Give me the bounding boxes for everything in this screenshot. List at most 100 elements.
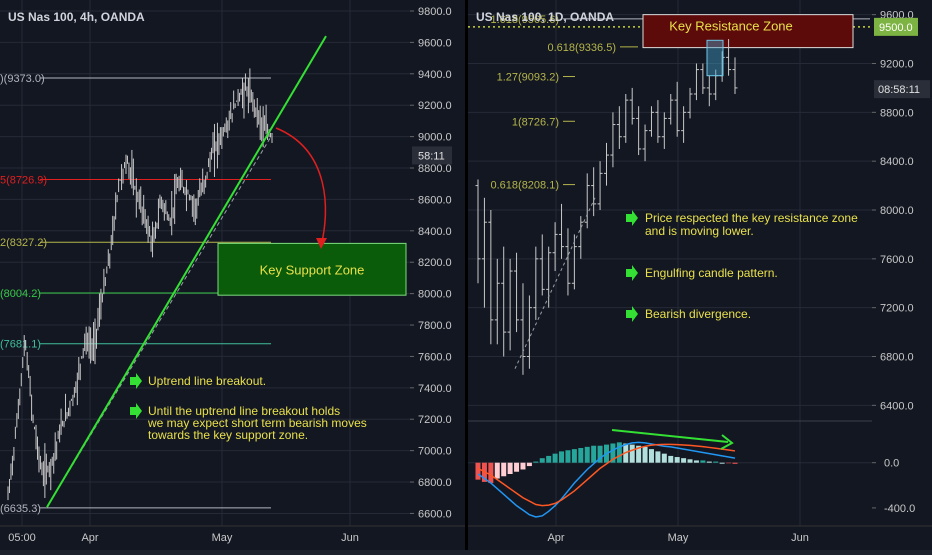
note-text: Uptrend line breakout. — [148, 374, 266, 388]
price-label-text: 58:11 — [418, 150, 445, 162]
macd-hist-bar — [700, 460, 706, 463]
macd-hist-bar — [571, 449, 577, 463]
right-fib-levels: 1.618(9565.6) 0.618(9336.5) 1.27(9093.2) 1(… — [491, 14, 870, 192]
ohlc-bar — [629, 87, 635, 125]
macd-hist-bar — [488, 462, 494, 484]
x-tick-label: Apr — [547, 532, 564, 544]
left-notes: Uptrend line breakout. Until the uptrend … — [130, 373, 367, 442]
right-chart-panel: 1.618(9565.6) 0.618(9336.5) 1.27(9093.2) 1(… — [468, 0, 932, 550]
ohlc-bar — [668, 94, 674, 125]
ohlc-bar — [732, 57, 738, 95]
macd-hist-bar — [732, 462, 738, 464]
ohlc-bar — [623, 94, 629, 143]
note-text: and is moving lower. — [645, 224, 754, 238]
y-tick-label: 7600.0 — [880, 254, 914, 266]
y-tick-label: 8800.0 — [418, 163, 452, 175]
ohlc-bar — [559, 203, 565, 259]
macd-hist-bar — [597, 445, 603, 463]
macd-hist-bar — [681, 458, 687, 463]
ohlc-bar — [565, 228, 571, 296]
macd-hist-bar — [719, 462, 725, 464]
price-label-text: 08:58:11 — [878, 84, 920, 96]
y-tick-label: 9000.0 — [418, 132, 452, 144]
macd-hist-bar — [726, 462, 732, 464]
ohlc-bar — [571, 234, 577, 290]
ohlc-bar — [552, 222, 558, 272]
x-tick-label: May — [212, 532, 233, 544]
macd-hist-bar — [629, 444, 635, 463]
ohlc-bar — [526, 295, 532, 369]
macd-hist-bar — [636, 445, 642, 463]
left-fib-levels: )(9373.0) 5(8726.9) 2(8327.2) (8004.2) (7681… — [0, 73, 271, 515]
macd-hist-bar — [552, 453, 558, 463]
y-tick-label: 9200.0 — [418, 100, 452, 112]
macd-hist-bar — [693, 460, 699, 463]
macd-hist-bar — [494, 462, 500, 479]
left-y-axis: 6600.0 6800.0 7000.0 7200.0 7400.0 7600.0 7800… — [410, 0, 465, 550]
fib-level-label: (7681.1) — [0, 339, 41, 351]
right-dashed-trend — [514, 197, 596, 369]
ohlc-bar — [661, 112, 667, 149]
left-price-series — [7, 68, 273, 501]
engulfing-highlight — [706, 39, 724, 77]
y-tick-label: 9200.0 — [880, 58, 914, 70]
green-arrow-icon — [130, 403, 142, 419]
ohlc-bar — [604, 142, 609, 186]
left-chart-panel: )(9373.0) 5(8726.9) 2(8327.2) (8004.2) (7681… — [0, 0, 465, 550]
ohlc-bar — [700, 63, 706, 95]
panel-divider — [465, 0, 468, 550]
ohlc-bar — [706, 75, 712, 107]
x-tick-label: Jun — [341, 532, 359, 544]
macd-hist-bar — [526, 462, 532, 467]
x-tick-label: 05:00 — [8, 532, 36, 544]
macd-hist-bar — [514, 462, 520, 472]
macd-hist-bar — [507, 462, 513, 474]
y-tick-label: 7400.0 — [418, 383, 452, 395]
macd-hist-bar — [591, 445, 597, 463]
fib-level-label: 0.618(8208.1) — [491, 180, 560, 192]
ohlc-bar — [636, 106, 642, 156]
macd-hist-bar — [520, 462, 526, 470]
right-chart-title: US Nas 100, 1D, OANDA — [476, 10, 614, 24]
divergence-arrowhead — [720, 434, 734, 450]
y-tick-label: 6600.0 — [418, 508, 452, 520]
ohlc-bar — [533, 246, 539, 320]
projection-arrowhead — [316, 238, 327, 249]
left-projection-arrow — [275, 127, 327, 247]
right-price-labels: 9500.0 08:58:11 — [874, 17, 930, 99]
left-grid — [0, 0, 410, 526]
note-text: towards the key support zone. — [148, 428, 308, 442]
fib-level-label: 1(8726.7) — [512, 116, 559, 128]
ohlc-bar — [642, 124, 648, 162]
ohlc-bar — [494, 258, 500, 345]
macd-hist-bar — [533, 461, 539, 463]
y-tick-label: 9600.0 — [418, 37, 452, 49]
resistance-price-label: 9500.0 — [879, 22, 913, 34]
macd-hist-bar — [610, 443, 616, 463]
ohlc-bar — [726, 39, 732, 76]
y-tick-label: 8000.0 — [880, 205, 914, 217]
fib-level-label: 2(8327.2) — [0, 237, 47, 249]
ohlc-bar — [591, 167, 597, 217]
macd-hist-bar — [661, 453, 667, 463]
y-tick-label: 9400.0 — [418, 69, 452, 81]
y-tick-label: 7000.0 — [418, 446, 452, 458]
ohlc-bar — [520, 283, 526, 375]
ohlc-bar — [693, 63, 699, 101]
ohlc-bar — [616, 106, 622, 149]
fib-level-label: (8004.2) — [0, 288, 41, 300]
ohlc-bar — [481, 197, 487, 308]
y-tick-label: 7200.0 — [418, 414, 452, 426]
price-label-bg — [412, 146, 452, 165]
ohlc-bar — [514, 252, 520, 333]
fib-level-label: 1.27(9093.2) — [497, 72, 559, 84]
y-tick-label: 8200.0 — [418, 257, 452, 269]
macd-tick-label: 0.0 — [884, 458, 899, 470]
right-x-axis: Apr May Jun — [468, 525, 932, 544]
y-tick-label: 7800.0 — [418, 320, 452, 332]
left-x-axis: 05:00 Apr May Jun — [0, 525, 465, 544]
x-tick-label: Jun — [791, 532, 809, 544]
macd-hist-bar — [674, 457, 680, 463]
macd-hist-bar — [687, 459, 693, 463]
key-support-zone-label: Key Support Zone — [260, 262, 365, 277]
